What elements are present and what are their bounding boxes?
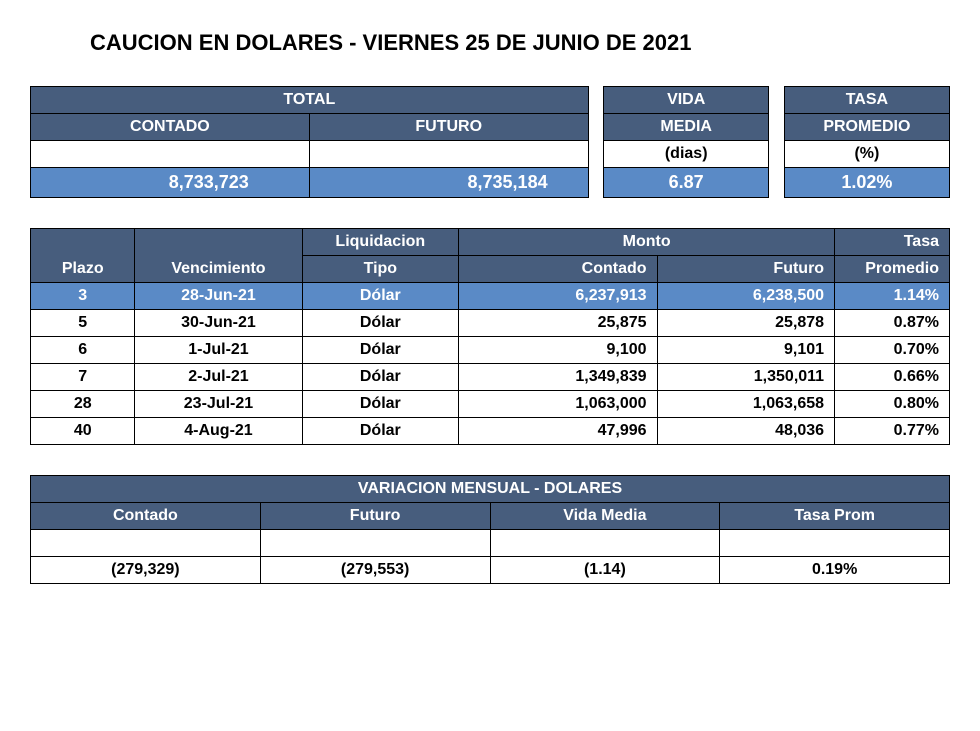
- cell-plazo: 7: [31, 364, 135, 391]
- variation-header-contado: Contado: [31, 503, 261, 530]
- summary-value-vida-media: 6.87: [604, 168, 769, 198]
- cell-contado: 1,063,000: [459, 391, 657, 418]
- gap: [769, 114, 784, 141]
- cell-tasa: 0.80%: [835, 391, 950, 418]
- summary-header-promedio: PROMEDIO: [784, 114, 949, 141]
- variation-header-tasa-prom: Tasa Prom: [720, 503, 950, 530]
- page-title: CAUCION EN DOLARES - VIERNES 25 DE JUNIO…: [90, 30, 950, 56]
- variation-table: VARIACION MENSUAL - DOLARES Contado Futu…: [30, 475, 950, 584]
- summary-blank: [31, 141, 310, 168]
- summary-header-media: MEDIA: [604, 114, 769, 141]
- variation-blank: [31, 530, 261, 557]
- gap: [769, 141, 784, 168]
- detail-header-monto: Monto: [459, 229, 835, 256]
- cell-plazo: 5: [31, 310, 135, 337]
- table-row: 530-Jun-21Dólar25,87525,8780.87%: [31, 310, 950, 337]
- summary-value-tasa-promedio: 1.02%: [784, 168, 949, 198]
- detail-header-plazo: Plazo: [31, 229, 135, 283]
- gap: [588, 141, 603, 168]
- summary-table: TOTAL VIDA TASA CONTADO FUTURO MEDIA PRO…: [30, 86, 950, 198]
- table-row: 404-Aug-21Dólar47,99648,0360.77%: [31, 418, 950, 445]
- summary-header-vida: VIDA: [604, 87, 769, 114]
- cell-tasa: 0.70%: [835, 337, 950, 364]
- cell-contado: 25,875: [459, 310, 657, 337]
- cell-tasa: 0.87%: [835, 310, 950, 337]
- cell-futuro: 25,878: [657, 310, 835, 337]
- cell-tipo: Dólar: [302, 337, 459, 364]
- gap: [588, 87, 603, 114]
- detail-header-liquidacion: Liquidacion: [302, 229, 459, 256]
- cell-tasa: 1.14%: [835, 283, 950, 310]
- cell-contado: 1,349,839: [459, 364, 657, 391]
- detail-header-contado: Contado: [459, 256, 657, 283]
- detail-header-tasa: Tasa: [835, 229, 950, 256]
- variation-value-futuro: (279,553): [260, 557, 490, 584]
- cell-tasa: 0.77%: [835, 418, 950, 445]
- summary-unit-dias: (dias): [604, 141, 769, 168]
- cell-vencimiento: 1-Jul-21: [135, 337, 302, 364]
- cell-vencimiento: 23-Jul-21: [135, 391, 302, 418]
- cell-tipo: Dólar: [302, 364, 459, 391]
- cell-tipo: Dólar: [302, 283, 459, 310]
- gap: [769, 87, 784, 114]
- cell-tipo: Dólar: [302, 310, 459, 337]
- cell-vencimiento: 30-Jun-21: [135, 310, 302, 337]
- table-row: 72-Jul-21Dólar1,349,8391,350,0110.66%: [31, 364, 950, 391]
- variation-blank: [260, 530, 490, 557]
- cell-futuro: 48,036: [657, 418, 835, 445]
- cell-futuro: 1,350,011: [657, 364, 835, 391]
- summary-header-contado: CONTADO: [31, 114, 310, 141]
- cell-contado: 6,237,913: [459, 283, 657, 310]
- cell-vencimiento: 2-Jul-21: [135, 364, 302, 391]
- cell-vencimiento: 28-Jun-21: [135, 283, 302, 310]
- variation-blank: [490, 530, 720, 557]
- cell-vencimiento: 4-Aug-21: [135, 418, 302, 445]
- cell-tipo: Dólar: [302, 418, 459, 445]
- table-row: 328-Jun-21Dólar6,237,9136,238,5001.14%: [31, 283, 950, 310]
- gap: [588, 114, 603, 141]
- variation-value-vida-media: (1.14): [490, 557, 720, 584]
- cell-plazo: 40: [31, 418, 135, 445]
- variation-blank: [720, 530, 950, 557]
- cell-tipo: Dólar: [302, 391, 459, 418]
- detail-table: Plazo Vencimiento Liquidacion Monto Tasa…: [30, 228, 950, 445]
- table-row: 2823-Jul-21Dólar1,063,0001,063,6580.80%: [31, 391, 950, 418]
- detail-header-futuro: Futuro: [657, 256, 835, 283]
- variation-value-contado: (279,329): [31, 557, 261, 584]
- summary-header-total: TOTAL: [31, 87, 589, 114]
- cell-plazo: 3: [31, 283, 135, 310]
- variation-title: VARIACION MENSUAL - DOLARES: [31, 476, 950, 503]
- summary-value-contado: 8,733,723: [31, 168, 310, 198]
- summary-value-futuro: 8,735,184: [309, 168, 588, 198]
- detail-header-tipo: Tipo: [302, 256, 459, 283]
- gap: [588, 168, 603, 198]
- cell-futuro: 6,238,500: [657, 283, 835, 310]
- summary-header-futuro: FUTURO: [309, 114, 588, 141]
- summary-blank: [309, 141, 588, 168]
- cell-contado: 47,996: [459, 418, 657, 445]
- variation-header-vida-media: Vida Media: [490, 503, 720, 530]
- cell-tasa: 0.66%: [835, 364, 950, 391]
- variation-header-futuro: Futuro: [260, 503, 490, 530]
- cell-plazo: 28: [31, 391, 135, 418]
- table-row: 61-Jul-21Dólar9,1009,1010.70%: [31, 337, 950, 364]
- summary-unit-pct: (%): [784, 141, 949, 168]
- gap: [769, 168, 784, 198]
- variation-value-tasa-prom: 0.19%: [720, 557, 950, 584]
- detail-header-promedio: Promedio: [835, 256, 950, 283]
- cell-plazo: 6: [31, 337, 135, 364]
- summary-header-tasa: TASA: [784, 87, 949, 114]
- cell-contado: 9,100: [459, 337, 657, 364]
- cell-futuro: 1,063,658: [657, 391, 835, 418]
- detail-header-vencimiento: Vencimiento: [135, 229, 302, 283]
- cell-futuro: 9,101: [657, 337, 835, 364]
